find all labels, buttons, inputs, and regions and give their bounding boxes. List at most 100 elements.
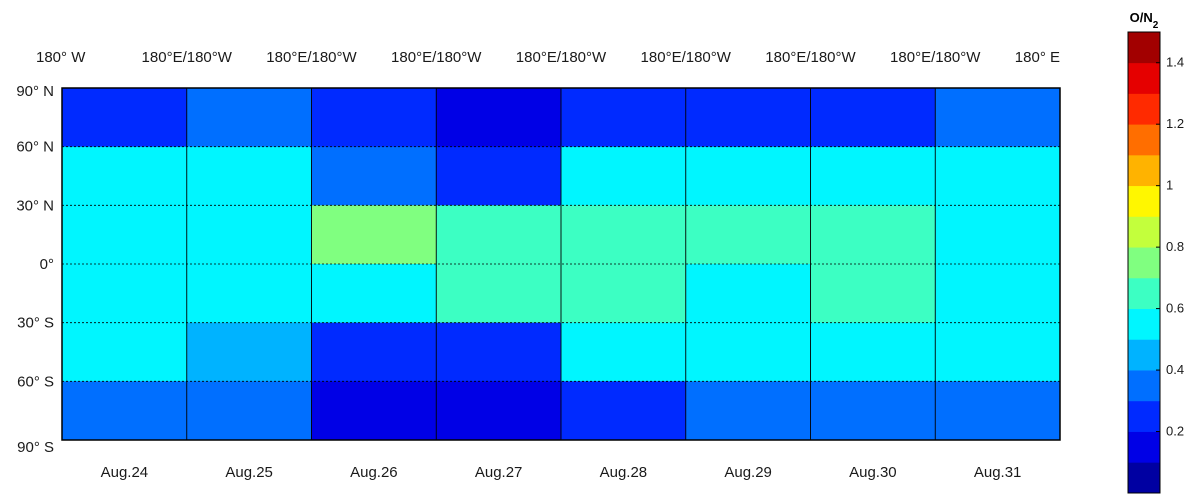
heatmap-cell xyxy=(62,322,188,382)
heatmap-cell xyxy=(436,381,562,441)
day-label: Aug.29 xyxy=(724,464,772,481)
heatmap-cell xyxy=(935,264,1061,324)
day-label: Aug.24 xyxy=(101,464,149,481)
longitude-label: 180°E/180°W xyxy=(391,49,482,66)
latitude-label: 60° S xyxy=(17,373,54,390)
colorbar: 0.2 0.4 0.6 0.8 1 1.2 1.4 O/N2 xyxy=(1127,10,1184,494)
latitude-labels: 90° N 60° N 30° N 0° 30° S 60° S 90° S xyxy=(16,83,54,456)
heatmap-cell xyxy=(685,381,811,441)
longitude-label: 180°E/180°W xyxy=(516,49,607,66)
colorbar-tick-label: 1.4 xyxy=(1166,55,1184,70)
day-label: Aug.28 xyxy=(600,464,648,481)
heatmap-cell xyxy=(935,205,1061,265)
colorbar-tick-label: 0.4 xyxy=(1166,362,1184,377)
colorbar-tick-label: 1.2 xyxy=(1166,116,1184,131)
heatmap-cell xyxy=(561,322,687,382)
colorbar-tick-label: 0.8 xyxy=(1166,239,1184,254)
heatmap-cell xyxy=(935,146,1061,206)
heatmap-cell xyxy=(810,264,936,324)
colorbar-ticks: 0.2 0.4 0.6 0.8 1 1.2 1.4 xyxy=(1156,55,1184,439)
heatmap-cell xyxy=(62,146,188,206)
heatmap-cell xyxy=(935,381,1061,441)
day-label: Aug.27 xyxy=(475,464,523,481)
heatmap-cell xyxy=(810,205,936,265)
heatmap-cell xyxy=(935,88,1061,148)
colorbar-title: O/N2 xyxy=(1130,10,1159,31)
heatmap-cell xyxy=(810,381,936,441)
colorbar-swatch xyxy=(1128,62,1160,94)
colorbar-swatch xyxy=(1128,431,1160,463)
heatmap-cell xyxy=(186,322,312,382)
latitude-label: 90° N xyxy=(16,83,54,100)
colorbar-tick-label: 0.6 xyxy=(1166,301,1184,316)
colorbar-swatch xyxy=(1128,339,1160,371)
colorbar-frame xyxy=(1127,31,1161,494)
longitude-label: 180°E/180°W xyxy=(890,49,981,66)
heatmap-cell xyxy=(186,205,312,265)
heatmap-cell xyxy=(561,264,687,324)
grid-lines xyxy=(62,88,1060,440)
longitude-label: 180°E/180°W xyxy=(266,49,357,66)
heatmap-cell xyxy=(685,88,811,148)
colorbar-swatch xyxy=(1128,400,1160,432)
colorbar-swatch xyxy=(1128,462,1160,494)
latitude-label: 0° xyxy=(40,256,54,273)
day-label: Aug.30 xyxy=(849,464,897,481)
longitude-label: 180°E/180°W xyxy=(142,49,233,66)
heatmap-cell xyxy=(810,322,936,382)
heatmap-cell xyxy=(436,88,562,148)
colorbar-swatch xyxy=(1128,185,1160,217)
heatmap-cell xyxy=(311,205,437,265)
heatmap-cell xyxy=(186,381,312,441)
latitude-label: 30° S xyxy=(17,315,54,332)
heatmap-cell xyxy=(62,381,188,441)
colorbar-swatch xyxy=(1128,308,1160,340)
latitude-label: 90° S xyxy=(17,439,54,456)
heatmap-cell xyxy=(62,264,188,324)
heatmap-cell xyxy=(186,264,312,324)
heatmap-cell xyxy=(311,146,437,206)
colorbar-tick-label: 1 xyxy=(1166,178,1173,193)
colorbar-swatches xyxy=(1128,32,1160,494)
heatmap-cell xyxy=(311,322,437,382)
colorbar-title-main: O/N xyxy=(1130,10,1153,25)
heatmap-cell xyxy=(685,264,811,324)
heatmap-cell xyxy=(685,322,811,382)
colorbar-swatch xyxy=(1128,93,1160,125)
colorbar-title-sub: 2 xyxy=(1153,20,1159,31)
longitude-label: 180° E xyxy=(1015,49,1060,66)
colorbar-tick-label: 0.2 xyxy=(1166,424,1184,439)
heatmap-cell xyxy=(311,88,437,148)
heatmap-cell xyxy=(186,88,312,148)
heatmap-cell xyxy=(311,264,437,324)
heatmap-cell xyxy=(311,381,437,441)
colorbar-swatch xyxy=(1128,216,1160,248)
heatmap-cell xyxy=(810,146,936,206)
longitude-label: 180°E/180°W xyxy=(765,49,856,66)
day-label: Aug.26 xyxy=(350,464,398,481)
heatmap-cell xyxy=(436,322,562,382)
heatmap-cell xyxy=(561,88,687,148)
heatmap-cell xyxy=(436,264,562,324)
heatmap-cell xyxy=(810,88,936,148)
latitude-label: 60° N xyxy=(16,139,54,156)
colorbar-swatch xyxy=(1128,247,1160,279)
heatmap-cell xyxy=(685,205,811,265)
plot-frame xyxy=(61,87,1061,441)
heatmap-cell xyxy=(561,205,687,265)
longitude-labels: 180° W 180°E/180°W 180°E/180°W 180°E/180°W 1… xyxy=(36,49,1060,66)
colorbar-swatch xyxy=(1128,277,1160,309)
heatmap-cell xyxy=(935,322,1061,382)
longitude-label: 180°E/180°W xyxy=(641,49,732,66)
day-label: Aug.25 xyxy=(225,464,273,481)
heatmap-cell xyxy=(436,205,562,265)
day-labels: Aug.24 Aug.25 Aug.26 Aug.27 Aug.28 Aug.29 Aug.… xyxy=(101,464,1022,481)
latitude-label: 30° N xyxy=(16,197,54,214)
heatmap-cell xyxy=(436,146,562,206)
heatmap-cell xyxy=(685,146,811,206)
longitude-label: 180° W xyxy=(36,49,86,66)
day-label: Aug.31 xyxy=(974,464,1022,481)
colorbar-swatch xyxy=(1128,370,1160,402)
heatmap-cell xyxy=(561,146,687,206)
